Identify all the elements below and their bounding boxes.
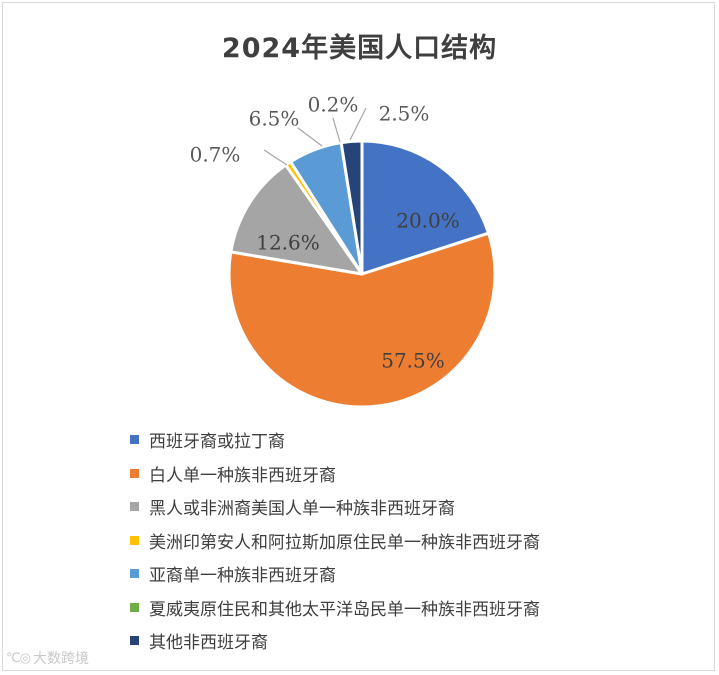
data-label-6: 0.2% <box>308 93 359 117</box>
leader-line-7 <box>349 107 367 141</box>
data-label-1: 20.0% <box>396 209 460 233</box>
legend-item-4: 美洲印第安人和阿拉斯加原住民单一种族非西班牙裔 <box>130 524 540 558</box>
watermark-logo-icon: ℃◎ <box>6 650 31 666</box>
legend: 西班牙裔或拉丁裔白人单一种族非西班牙裔黑人或非洲裔美国人单一种族非西班牙裔美洲印… <box>130 423 540 658</box>
legend-item-5: 亚裔单一种族非西班牙裔 <box>130 557 540 591</box>
legend-label-1: 西班牙裔或拉丁裔 <box>149 432 285 453</box>
watermark: ℃◎ 大数跨境 <box>6 648 89 668</box>
legend-swatch-4 <box>130 535 139 545</box>
legend-item-7: 其他非西班牙裔 <box>130 624 540 658</box>
legend-label-7: 其他非西班牙裔 <box>149 633 268 654</box>
legend-item-6: 夏威夷原住民和其他太平洋岛民单一种族非西班牙裔 <box>130 591 540 625</box>
data-label-2: 57.5% <box>381 349 445 373</box>
legend-swatch-6 <box>130 602 139 612</box>
legend-item-1: 西班牙裔或拉丁裔 <box>130 423 540 457</box>
legend-swatch-3 <box>130 502 139 512</box>
leader-line-5 <box>297 127 323 147</box>
watermark-text: 大数跨境 <box>32 651 89 667</box>
legend-swatch-7 <box>130 636 139 646</box>
leader-line-6 <box>332 117 341 143</box>
data-label-4: 0.7% <box>190 143 241 167</box>
legend-swatch-5 <box>130 569 139 579</box>
legend-label-5: 亚裔单一种族非西班牙裔 <box>149 566 336 587</box>
pie-slice-2 <box>227 231 497 409</box>
legend-swatch-2 <box>130 468 139 478</box>
pie-slice-7 <box>339 139 364 276</box>
data-label-5: 6.5% <box>249 107 300 131</box>
pie-slice-3 <box>229 163 364 276</box>
leader-line-4 <box>263 149 288 166</box>
data-label-3: 12.6% <box>256 231 320 255</box>
legend-label-2: 白人单一种族非西班牙裔 <box>149 465 336 486</box>
legend-label-3: 黑人或非洲裔美国人单一种族非西班牙裔 <box>149 499 455 520</box>
legend-label-4: 美洲印第安人和阿拉斯加原住民单一种族非西班牙裔 <box>149 532 540 553</box>
chart-title: 2024年美国人口结构 <box>221 33 498 64</box>
legend-swatch-1 <box>130 435 139 445</box>
pie-slice-1 <box>360 139 491 276</box>
legend-label-6: 夏威夷原住民和其他太平洋岛民单一种族非西班牙裔 <box>149 599 540 620</box>
legend-item-2: 白人单一种族非西班牙裔 <box>130 457 540 491</box>
data-label-7: 2.5% <box>379 102 430 126</box>
legend-item-3: 黑人或非洲裔美国人单一种族非西班牙裔 <box>130 490 540 524</box>
